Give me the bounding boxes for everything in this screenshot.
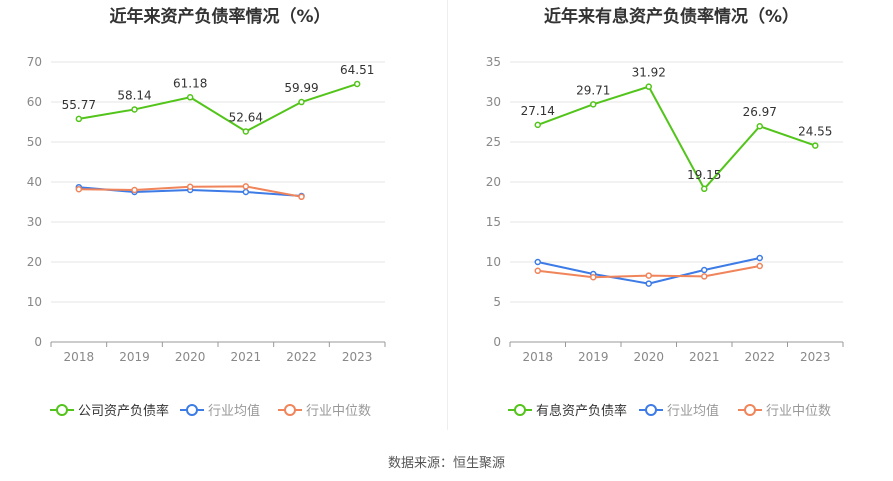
- right-legend-industry-median-label: 行业中位数: [766, 404, 831, 419]
- right-x-tick-label: 2023: [800, 350, 831, 364]
- right-industry-median-point: [534, 267, 541, 275]
- right-data-label: 31.92: [632, 66, 666, 80]
- left-data-label: 61.18: [173, 76, 207, 90]
- right-industry-median-point: [645, 272, 652, 279]
- right-x-tick-label: 2020: [633, 350, 664, 364]
- right-x-tick-label: 2018: [522, 350, 553, 364]
- right-industry-median-point: [590, 273, 597, 281]
- right-company-line: [537, 85, 816, 190]
- left-legend-company-marker: [56, 404, 68, 416]
- right-company-point: [812, 142, 819, 149]
- left-y-tick-label: 20: [27, 255, 42, 269]
- left-y-tick-label: 10: [27, 295, 42, 309]
- left-company-point: [298, 98, 305, 106]
- left-data-label: 64.51: [340, 63, 374, 77]
- right-y-tick-label: 5: [493, 295, 501, 309]
- right-y-tick-label: 20: [486, 175, 501, 189]
- left-legend-industry-avg-marker: [186, 404, 198, 416]
- right-data-label: 27.14: [521, 104, 555, 118]
- right-y-tick-label: 15: [486, 215, 501, 229]
- right-company-point: [645, 83, 652, 90]
- left-company-point: [353, 80, 361, 88]
- left-x-tick-label: 2018: [64, 350, 95, 364]
- right-data-label: 29.71: [576, 83, 610, 97]
- right-industry-avg-point: [534, 258, 541, 266]
- left-x-tick-label: 2021: [231, 350, 262, 364]
- right-industry-median-point: [701, 273, 708, 280]
- left-x-tick-label: 2020: [175, 350, 206, 364]
- left-industry-median-point: [75, 185, 83, 193]
- right-legend-industry-median-marker: [744, 404, 756, 416]
- left-industry-avg-point: [242, 188, 250, 196]
- left-y-tick-label: 30: [27, 215, 42, 229]
- right-company-point: [590, 101, 597, 108]
- left-industry-median-point: [242, 183, 250, 190]
- right-company-point: [534, 121, 541, 129]
- panel-divider: [447, 0, 448, 430]
- right-industry-avg-point: [756, 254, 763, 262]
- right-y-tick-label: 0: [493, 335, 501, 349]
- left-y-tick-label: 60: [27, 95, 42, 109]
- left-company-point: [75, 115, 83, 123]
- left-chart-title: 近年来资产负债率情况（%）: [109, 7, 331, 27]
- left-industry-median-point: [298, 193, 305, 201]
- right-y-tick-label: 35: [486, 55, 501, 69]
- left-legend-company-label: 公司资产负债率: [78, 403, 169, 419]
- left-y-tick-label: 40: [27, 175, 42, 189]
- right-legend-industry-avg-marker: [645, 404, 657, 416]
- right-y-tick-label: 30: [486, 95, 501, 109]
- right-legend-company-marker: [514, 404, 526, 416]
- right-x-tick-label: 2022: [744, 350, 775, 364]
- left-legend-industry-median-marker: [284, 404, 296, 416]
- right-company-point: [701, 185, 708, 193]
- right-chart-title: 近年来有息资产负债率情况（%）: [543, 7, 800, 27]
- right-industry-median-point: [756, 262, 763, 270]
- left-y-tick-label: 50: [27, 135, 42, 149]
- right-legend-industry-avg-label: 行业均值: [667, 403, 719, 419]
- left-legend-industry-avg-label: 行业均值: [208, 403, 260, 419]
- right-x-tick-label: 2019: [578, 350, 609, 364]
- left-x-tick-label: 2019: [119, 350, 150, 364]
- right-company-point: [756, 122, 763, 130]
- right-data-label: 19.15: [687, 168, 721, 182]
- left-data-label: 59.99: [284, 81, 318, 95]
- left-data-label: 55.77: [62, 98, 96, 112]
- right-x-tick-label: 2021: [689, 350, 720, 364]
- left-company-point: [131, 106, 138, 113]
- right-data-label: 26.97: [743, 105, 777, 119]
- left-data-label: 52.64: [229, 110, 263, 124]
- data-source: 数据来源：恒生聚源: [387, 456, 505, 471]
- left-industry-median-point: [131, 186, 138, 194]
- left-y-tick-label: 70: [27, 55, 42, 69]
- left-legend-industry-median-label: 行业中位数: [306, 404, 371, 419]
- right-legend-company-label: 有息资产负债率: [536, 403, 627, 419]
- right-y-tick-label: 25: [486, 135, 501, 149]
- left-industry-median-point: [186, 183, 194, 191]
- left-company-line: [78, 83, 358, 133]
- left-company-point: [186, 94, 194, 101]
- left-x-tick-label: 2022: [286, 350, 317, 364]
- right-y-tick-label: 10: [486, 255, 501, 269]
- left-y-tick-label: 0: [34, 335, 42, 349]
- left-x-tick-label: 2023: [342, 350, 373, 364]
- left-data-label: 58.14: [117, 88, 151, 102]
- right-industry-avg-point: [701, 266, 708, 274]
- left-company-point: [242, 128, 250, 135]
- right-industry-avg-point: [645, 280, 652, 287]
- right-data-label: 24.55: [798, 125, 832, 139]
